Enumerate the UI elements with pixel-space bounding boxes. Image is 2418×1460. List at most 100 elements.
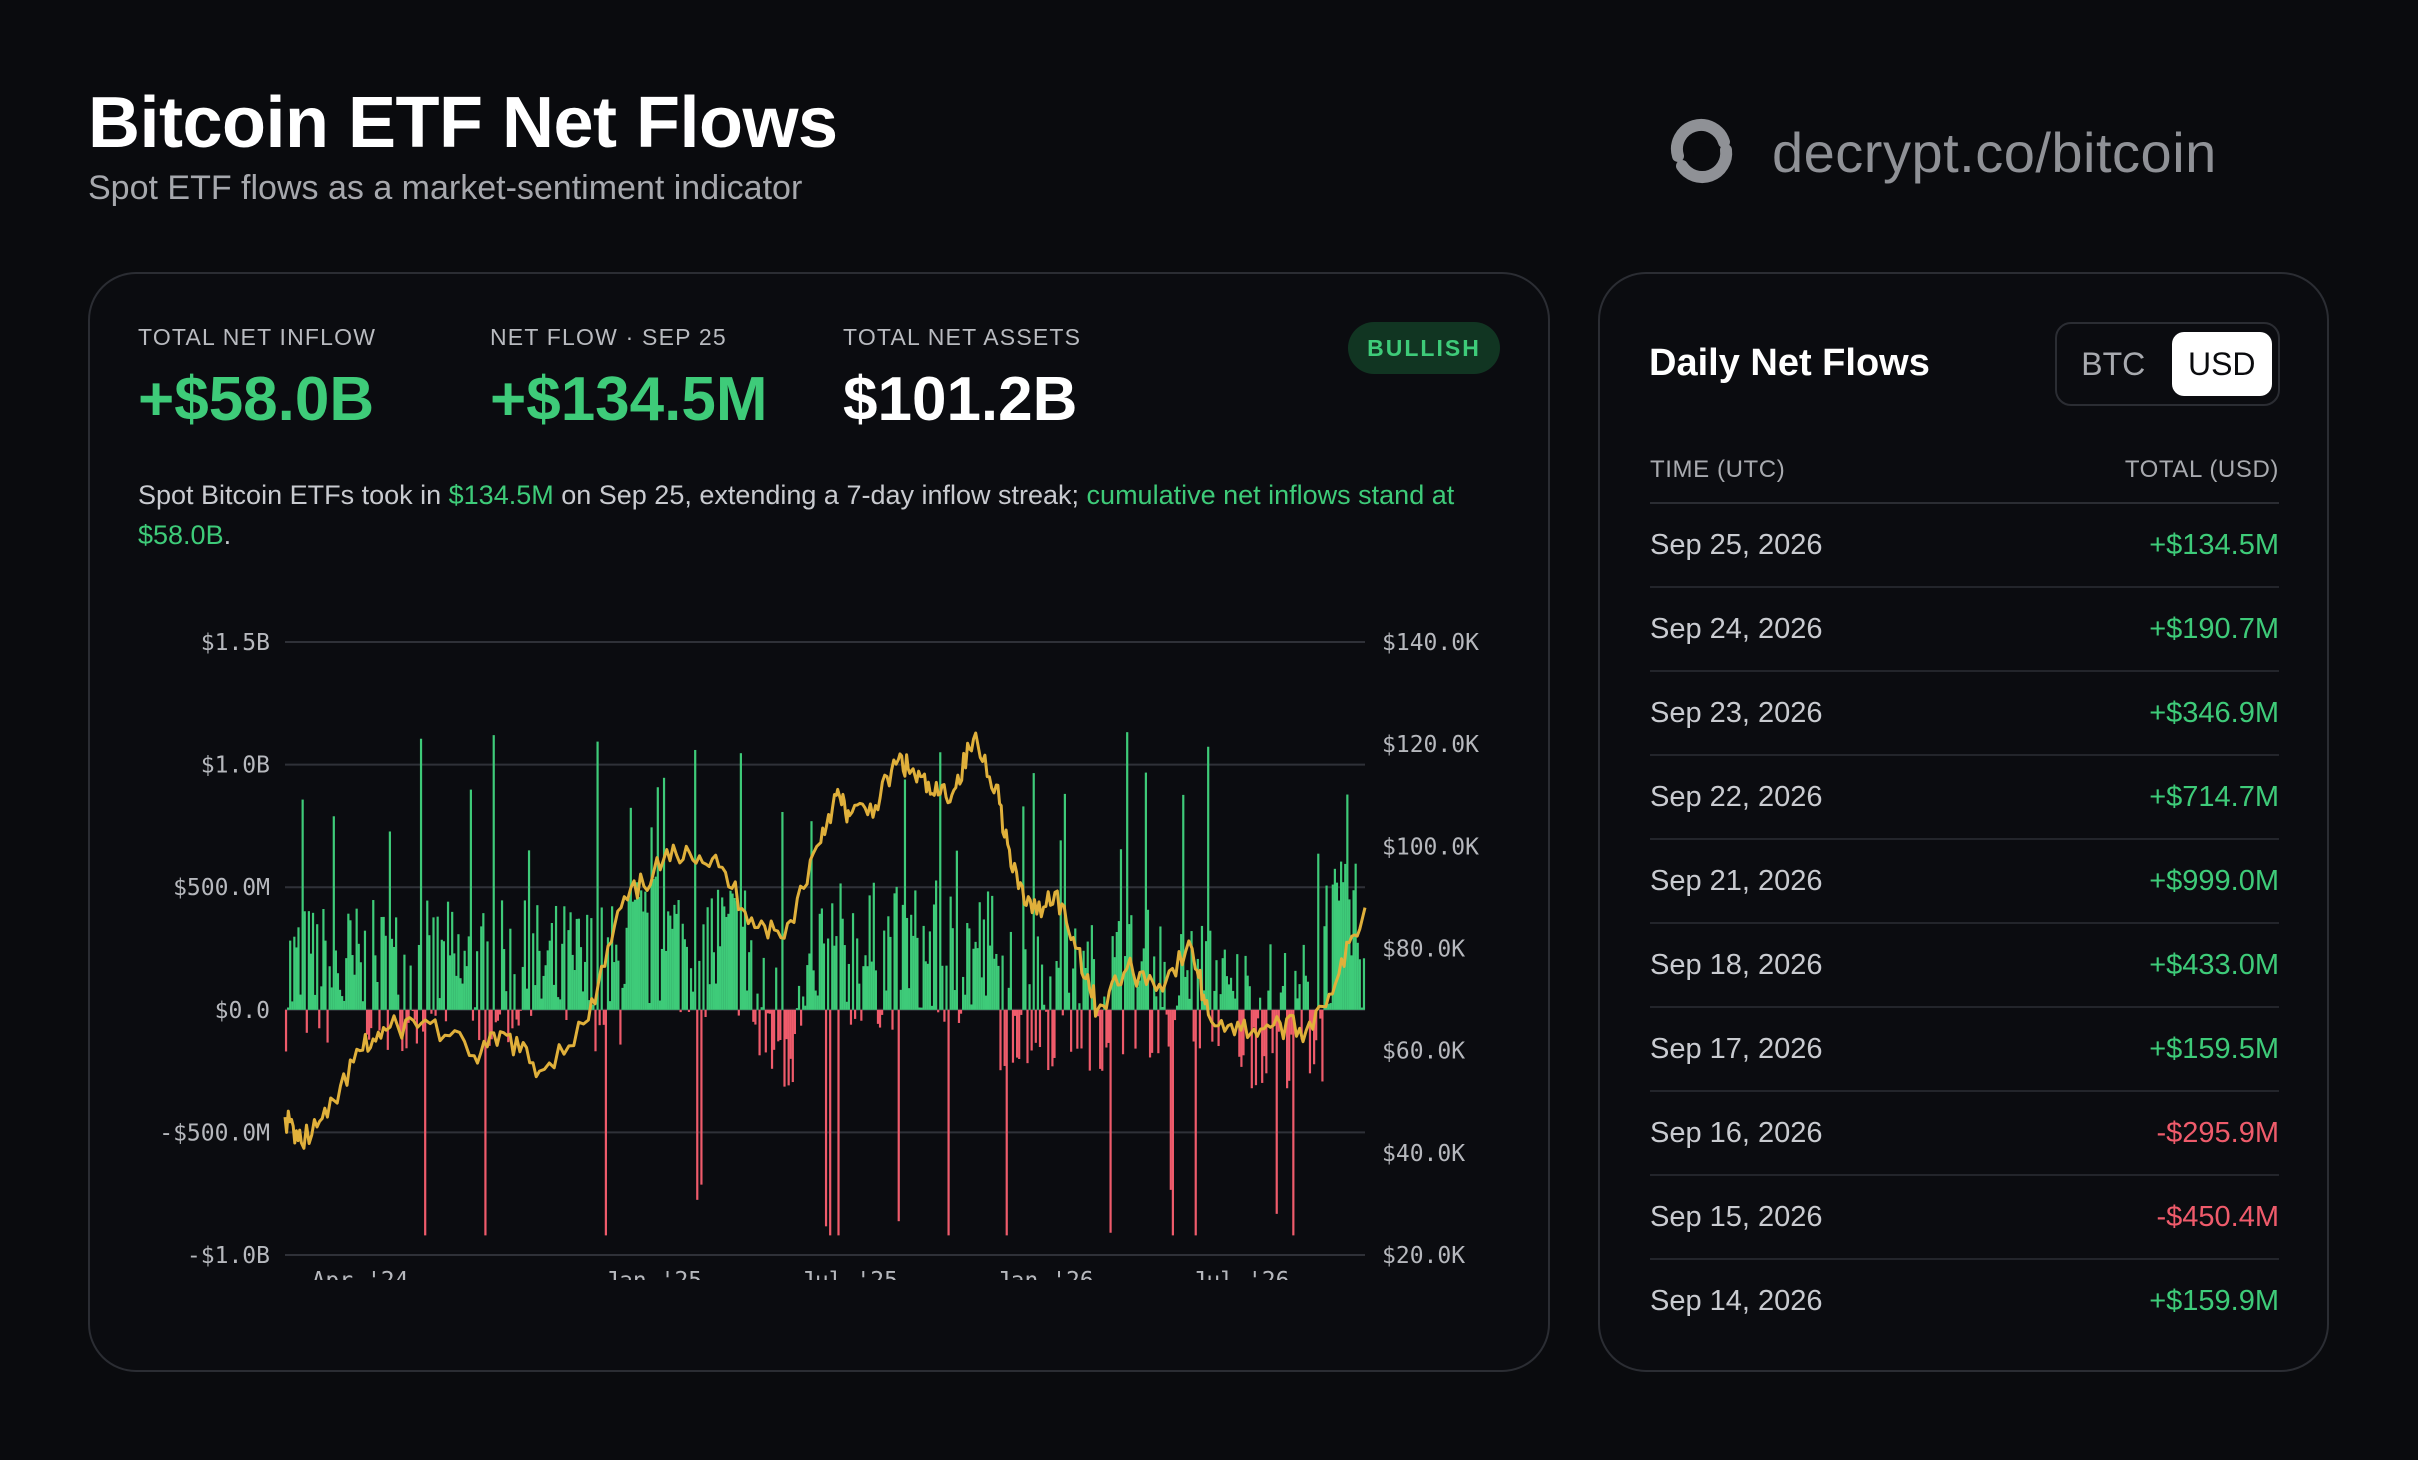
- inflow-bar: [833, 945, 836, 1010]
- inflow-bar: [1327, 1003, 1330, 1010]
- inflow-bar: [567, 930, 570, 1010]
- inflow-bar: [1184, 976, 1187, 1010]
- inflow-bar: [382, 916, 385, 1010]
- outflow-bar: [860, 1009, 863, 1021]
- inflow-bar: [301, 799, 304, 1010]
- inflow-bar: [930, 1005, 934, 1010]
- inflow-bar: [442, 941, 445, 1010]
- inflow-bar: [889, 936, 892, 1010]
- inflow-bar: [345, 958, 348, 1010]
- inflow-bar: [1065, 923, 1069, 1010]
- y-right-tick-label: $140.0K: [1382, 630, 1479, 656]
- inflow-bar: [353, 974, 356, 1010]
- daily-flows-card: [1598, 272, 2329, 1372]
- inflow-bar: [827, 938, 830, 1010]
- table-row[interactable]: Sep 16, 2026 -$295.9M: [1650, 1092, 2279, 1176]
- outflow-bar: [1045, 1009, 1048, 1012]
- inflow-bar: [440, 939, 443, 1010]
- inflow-bar: [1219, 994, 1222, 1010]
- outflow-bar: [1265, 1009, 1268, 1074]
- inflow-bar: [972, 948, 975, 1010]
- row-value: -$450.4M: [2156, 1200, 2279, 1233]
- inflow-bar: [461, 983, 464, 1010]
- outflow-bar: [1194, 1009, 1197, 1236]
- toggle-usd[interactable]: USD: [2171, 332, 2272, 396]
- inflow-bar: [473, 1007, 477, 1010]
- inflow-bar: [403, 954, 406, 1010]
- inflow-bar: [1356, 942, 1359, 1010]
- inflow-bar: [675, 913, 678, 1010]
- brand-url: decrypt.co/bitcoin: [1772, 120, 2217, 184]
- table-row[interactable]: Sep 15, 2026 -$450.4M: [1650, 1176, 2279, 1260]
- inflow-bar: [336, 973, 340, 1010]
- outflow-bar: [484, 1009, 487, 1236]
- inflow-bar: [608, 1001, 612, 1010]
- inflow-bar: [1190, 931, 1193, 1010]
- inflow-bar: [926, 963, 929, 1010]
- outflow-bar: [411, 1009, 414, 1012]
- y-left-tick-label: -$500.0M: [159, 1120, 270, 1146]
- brand[interactable]: decrypt.co/bitcoin: [1660, 112, 2217, 192]
- inflow-bar: [1043, 1004, 1046, 1010]
- outflow-bar: [1252, 1009, 1255, 1028]
- inflow-bar: [976, 948, 979, 1010]
- inflow-bar: [1084, 967, 1087, 1010]
- inflow-bar: [397, 994, 400, 1010]
- inflow-bar: [316, 924, 319, 1010]
- outflow-bar: [488, 1009, 491, 1046]
- inflow-bar: [719, 946, 722, 1010]
- inflow-bar: [760, 1007, 763, 1010]
- table-row[interactable]: Sep 24, 2026 +$190.7M: [1650, 588, 2279, 672]
- inflow-bar: [314, 994, 317, 1010]
- outflow-bar: [943, 1009, 946, 1022]
- outflow-bar: [368, 1009, 371, 1040]
- inflow-bar: [831, 903, 834, 1010]
- inflow-bar: [557, 997, 560, 1010]
- outflow-bar: [787, 1009, 790, 1086]
- row-value: +$346.9M: [2149, 696, 2279, 729]
- inflow-bar: [1246, 975, 1249, 1010]
- y-right-tick-label: $80.0K: [1382, 937, 1465, 963]
- inflow-bar: [1036, 936, 1039, 1010]
- inflow-bar: [509, 928, 512, 1010]
- table-row[interactable]: Sep 25, 2026 +$134.5M: [1650, 504, 2279, 588]
- table-row[interactable]: Sep 17, 2026 +$159.5M: [1650, 1008, 2279, 1092]
- inflow-bar: [683, 939, 686, 1010]
- y-left-tick-label: $0.0: [215, 998, 270, 1024]
- table-row[interactable]: Sep 23, 2026 +$346.9M: [1650, 672, 2279, 756]
- inflow-bar: [600, 907, 603, 1010]
- inflow-bar: [810, 821, 813, 1010]
- inflow-bar: [966, 923, 969, 1010]
- table-row[interactable]: Sep 21, 2026 +$999.0M: [1650, 840, 2279, 924]
- outflow-bar: [1211, 1009, 1214, 1042]
- inflow-bar: [951, 928, 954, 1010]
- inflow-bar: [1067, 992, 1071, 1010]
- outflow-bar: [530, 1009, 533, 1016]
- outflow-bar: [783, 1009, 786, 1087]
- toggle-btc[interactable]: BTC: [2081, 345, 2146, 382]
- outflow-bar: [999, 1009, 1002, 1071]
- outflow-bar: [1290, 1009, 1293, 1035]
- inflow-bar: [1074, 928, 1077, 1010]
- inflow-bar: [648, 1003, 651, 1010]
- outflow-bar: [1192, 1009, 1195, 1042]
- inflow-bar: [341, 996, 344, 1010]
- inflow-bar: [584, 961, 587, 1010]
- inflow-bar: [797, 985, 801, 1010]
- inflow-bar: [866, 966, 869, 1010]
- outflow-bar: [1013, 1009, 1017, 1016]
- x-tick-label: Apr '24: [312, 1268, 409, 1280]
- inflow-bar: [733, 898, 736, 1010]
- inflow-bar: [550, 922, 553, 1010]
- table-row[interactable]: Sep 14, 2026 +$159.9M: [1650, 1260, 2279, 1342]
- inflow-bar: [650, 827, 653, 1010]
- etf-overview-card: [88, 272, 1550, 1372]
- table-row[interactable]: Sep 22, 2026 +$714.7M: [1650, 756, 2279, 840]
- outflow-bar: [1076, 1009, 1079, 1049]
- table-row[interactable]: Sep 18, 2026 +$433.0M: [1650, 924, 2279, 1008]
- inflow-bar: [839, 883, 842, 1010]
- outflow-bar: [789, 1009, 792, 1059]
- row-value: +$190.7M: [2149, 612, 2279, 645]
- inflow-bar: [743, 890, 747, 1010]
- inflow-bar: [1119, 849, 1123, 1010]
